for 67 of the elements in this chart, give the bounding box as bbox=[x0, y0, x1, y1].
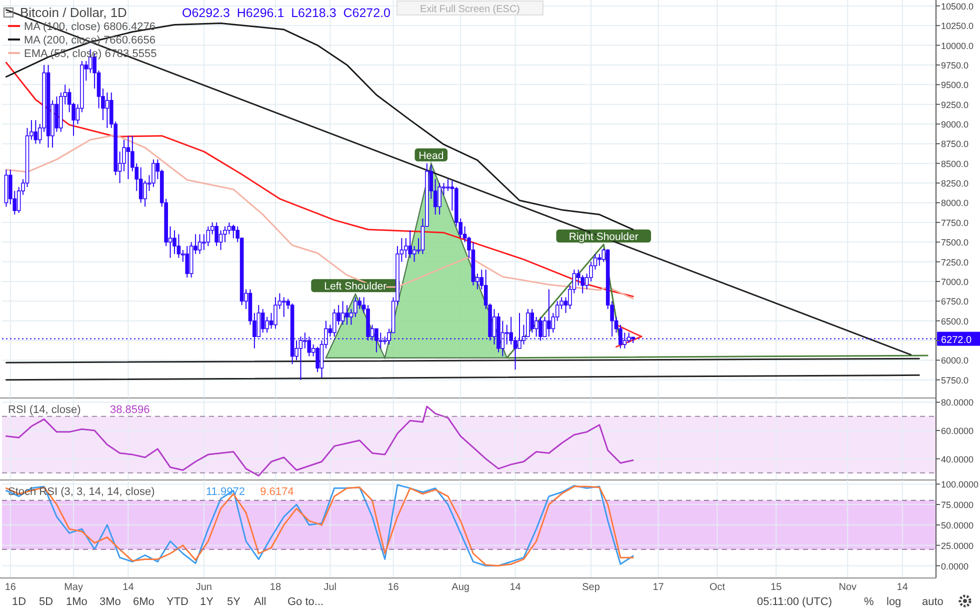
annotation: Left Shoulder bbox=[324, 280, 388, 293]
y-tick-label: 8250.0 bbox=[941, 178, 969, 189]
legend-title: RSI (14, close) bbox=[8, 404, 81, 416]
x-tick-label: 17 bbox=[652, 582, 664, 593]
ref-line-label: 6272.0 bbox=[941, 334, 972, 346]
x-tick-label: Sep bbox=[582, 582, 600, 593]
y-tick-label: 6000.0 bbox=[941, 356, 969, 366]
y-tick-label: 10500.0 bbox=[941, 1, 974, 12]
x-tick-label: May bbox=[64, 582, 83, 593]
fullscreen-tooltip: Exit Full Screen (ESC) bbox=[396, 0, 544, 16]
y-tick-label: 50.0000 bbox=[941, 520, 974, 530]
y-tick-label: 0.0000 bbox=[941, 561, 969, 572]
y-tick-label: 6500.0 bbox=[941, 316, 969, 326]
text: Go to... bbox=[288, 596, 324, 608]
text: YTD bbox=[166, 596, 189, 608]
y-tick-label: 80.0000 bbox=[941, 398, 974, 408]
y-tick-label: 7500.0 bbox=[941, 238, 969, 248]
y-tick-label: 7750.0 bbox=[941, 218, 969, 228]
text: 5D bbox=[39, 596, 54, 608]
y-tick-label: 5750.0 bbox=[941, 375, 969, 386]
y-tick-label: 25.0000 bbox=[941, 540, 974, 551]
y-tick-label: 10250.0 bbox=[941, 21, 974, 32]
y-tick-label: 9500.0 bbox=[941, 80, 969, 90]
x-tick-label: 14 bbox=[122, 582, 134, 593]
x-tick-label: 16 bbox=[4, 582, 16, 593]
y-tick-label: 8000.0 bbox=[941, 198, 969, 208]
text: auto bbox=[922, 596, 944, 608]
text: log bbox=[886, 596, 902, 608]
x-tick-label: Nov bbox=[838, 582, 857, 593]
x-tick-label: 16 bbox=[388, 582, 400, 593]
x-tick-label: 15 bbox=[770, 582, 782, 593]
y-tick-label: 8500.0 bbox=[941, 158, 969, 169]
y-tick-label: 100.0000 bbox=[941, 480, 979, 490]
text: 3Mo bbox=[100, 596, 121, 608]
x-tick-label: 14 bbox=[896, 582, 908, 593]
text: 1Mo bbox=[66, 596, 88, 608]
x-tick-label: 14 bbox=[510, 582, 522, 593]
y-tick-label: 7250.0 bbox=[941, 257, 969, 268]
y-tick-label: 9250.0 bbox=[941, 100, 969, 110]
y-tick-label: 9000.0 bbox=[941, 120, 969, 130]
text: 1Y bbox=[200, 596, 214, 608]
x-tick-label: 18 bbox=[270, 582, 282, 593]
series-label: 38.8596 bbox=[110, 404, 150, 416]
annotation: Head bbox=[418, 150, 444, 162]
text: 5Y bbox=[227, 596, 242, 608]
text: 05:11:00 (UTC) bbox=[757, 596, 832, 608]
y-tick-label: 9750.0 bbox=[941, 60, 969, 70]
text: % bbox=[864, 596, 874, 608]
y-tick-label: 7000.0 bbox=[941, 276, 969, 287]
y-tick-label: 8750.0 bbox=[941, 139, 969, 150]
y-tick-label: 60.0000 bbox=[941, 426, 974, 436]
text: All bbox=[254, 596, 266, 608]
y-tick-label: 10000.0 bbox=[941, 40, 974, 51]
y-tick-label: 75.0000 bbox=[941, 500, 974, 510]
annotation: Exit Full Screen (ESC) bbox=[420, 4, 520, 15]
x-tick-label: Jul bbox=[324, 582, 337, 593]
x-tick-label: Aug bbox=[452, 582, 470, 593]
text: 6Mo bbox=[133, 596, 154, 608]
text: O6292.3 H6296.1 L6218.3 C6272.0 bbox=[182, 6, 391, 20]
y-tick-label: 40.0000 bbox=[941, 454, 974, 464]
y-tick-label: 6750.0 bbox=[941, 296, 969, 307]
x-tick-label: Jun bbox=[196, 582, 212, 593]
annotation: Right Shoulder bbox=[568, 230, 639, 243]
series-label: 9.6174 bbox=[260, 486, 294, 498]
text: 1D bbox=[12, 596, 26, 608]
x-tick-label: Oct bbox=[709, 582, 726, 593]
chart-title: Bitcoin / Dollar, 1D bbox=[20, 5, 127, 20]
